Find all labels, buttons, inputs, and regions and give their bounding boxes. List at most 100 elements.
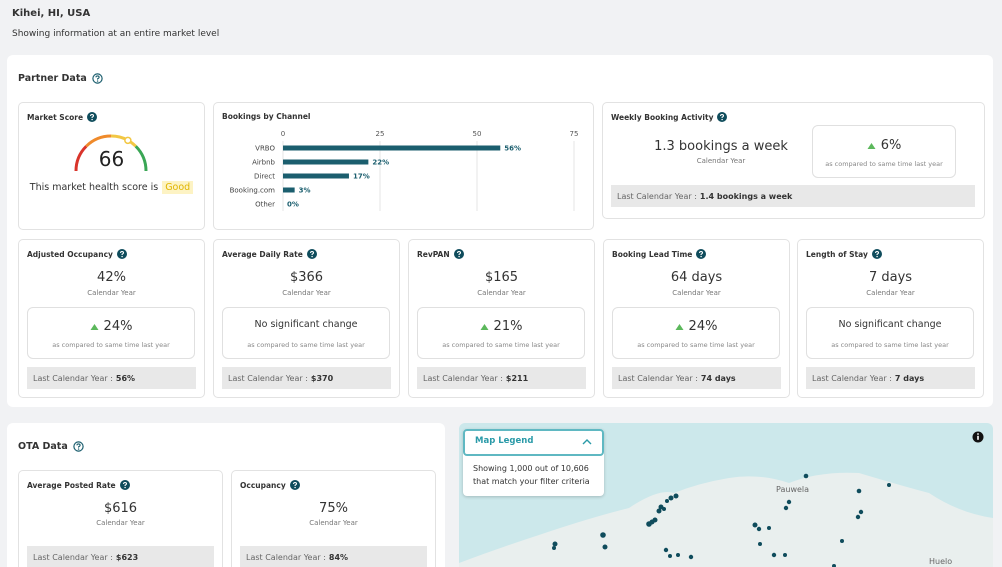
help-icon[interactable] <box>871 249 882 259</box>
change: 21% <box>418 319 584 334</box>
metric-value: $366 <box>289 270 324 285</box>
help-outline <box>92 73 103 84</box>
metric-card: Average Posted Rate $616 Calendar Year Last… <box>18 470 223 567</box>
category-label: Booking.com <box>230 187 276 195</box>
last-value: 56% <box>115 373 136 383</box>
up-arrow <box>90 323 99 330</box>
last-value: 84% <box>328 552 349 562</box>
help-icon[interactable] <box>289 480 300 490</box>
legend-line: Showing 1,000 out of 10,606 <box>473 464 589 473</box>
help-icon[interactable] <box>696 249 707 259</box>
card-title: Weekly Booking Activity <box>611 112 728 122</box>
up-arrow <box>675 323 684 330</box>
last-value: 1.4 bookings a week <box>699 191 793 201</box>
help-icon[interactable] <box>119 480 130 490</box>
category-label: Other <box>255 201 275 209</box>
title-text: Booking Lead Time <box>612 249 693 259</box>
title-text: RevPAN <box>417 249 450 259</box>
gauge-pointer <box>124 136 132 145</box>
gauge <box>74 134 148 172</box>
metric-period: Calendar Year <box>866 289 915 297</box>
title-text: Market Score <box>27 112 84 122</box>
last-label: Last Calendar Year : <box>618 373 698 383</box>
metric-value: 7 days <box>868 270 913 285</box>
metric-period: Calendar Year <box>96 519 145 527</box>
metric-value: 42% <box>97 270 126 285</box>
card-title: Average Daily Rate <box>222 249 317 259</box>
card-title: Adjusted Occupancy <box>27 249 127 259</box>
weekly-period: Calendar Year <box>696 157 746 165</box>
change-box: 6% as compared to same time last year <box>812 125 956 178</box>
metric-card: Length of Stay 7 days Calendar Year No sign… <box>797 239 984 398</box>
card-title: Market Score <box>27 112 98 122</box>
gauge-arc <box>110 134 137 148</box>
value-label: 0% <box>287 201 299 209</box>
title-text: Length of Stay <box>806 249 868 259</box>
change-note: as compared to same time last year <box>442 341 560 349</box>
chevron-up <box>582 439 592 445</box>
score-caption: This market health score is Good <box>19 181 204 194</box>
last-label: Last Calendar Year : <box>617 191 697 201</box>
score: 66 <box>98 147 125 171</box>
bar <box>283 187 295 193</box>
metric-period: Calendar Year <box>87 289 136 297</box>
metric-period: Calendar Year <box>672 289 721 297</box>
help-icon[interactable] <box>717 112 728 122</box>
last-label: Last Calendar Year : <box>246 552 326 562</box>
change-text: No significant change <box>838 319 942 330</box>
metric-value: 64 days <box>670 270 723 285</box>
last-year: Last Calendar Year : $623 <box>27 546 214 567</box>
legend-header[interactable]: Map Legend <box>463 429 604 456</box>
title-text: Weekly Booking Activity <box>611 112 714 122</box>
legend-line: that match your filter criteria <box>473 477 590 486</box>
chart-title: Bookings by Channel <box>222 112 311 121</box>
change-text: 6% <box>880 138 902 153</box>
gauge-arc <box>134 145 148 172</box>
section-title: Partner Data <box>18 73 103 84</box>
section-title: OTA Data <box>18 441 84 452</box>
change-text: 21% <box>493 319 523 334</box>
bar <box>283 145 501 151</box>
help-outline <box>73 441 84 452</box>
gauge-arc <box>85 134 112 148</box>
last-value: $623 <box>115 552 139 562</box>
metric-card: Adjusted Occupancy 42% Calendar Year 24% as … <box>18 239 205 398</box>
title-text: Adjusted Occupancy <box>27 249 113 259</box>
change: No significant change <box>223 319 389 330</box>
last-value: 74 days <box>700 373 736 383</box>
last-label: Last Calendar Year : <box>228 373 308 383</box>
last-year: Last Calendar Year :74 days <box>612 367 781 389</box>
change-text: 24% <box>103 319 133 334</box>
place-label: Huelo <box>929 557 953 566</box>
card-title: Average Posted Rate <box>27 480 130 490</box>
help-icon[interactable] <box>87 112 98 122</box>
x-tick-label: 50 <box>473 130 482 138</box>
change-box: 24% as compared to same time last year <box>612 307 780 359</box>
card-title: RevPAN <box>417 249 464 259</box>
metric-card: Occupancy 75% Calendar Year Last Calendar Y… <box>231 470 436 567</box>
gauge-arc <box>74 145 88 172</box>
metric-value: $616 <box>103 501 138 516</box>
last-value: 7 days <box>894 373 925 383</box>
metric-value: $165 <box>484 270 519 285</box>
bar <box>283 159 369 165</box>
last-year: Last Calendar Year :1.4 bookings a week <box>611 185 975 207</box>
up-arrow <box>867 142 876 149</box>
last-value: $370 <box>310 373 334 383</box>
help-icon[interactable] <box>116 249 127 259</box>
change-note: as compared to same time last year <box>637 341 755 349</box>
title-text: Average Posted Rate <box>27 480 116 490</box>
help-icon[interactable] <box>453 249 464 259</box>
weekly-value: 1.3 bookings a week <box>654 139 788 154</box>
value-label: 22% <box>372 159 389 167</box>
metric-value: 75% <box>319 501 348 516</box>
metric-card: Average Daily Rate $366 Calendar Year No si… <box>213 239 400 398</box>
map[interactable]: Pauwela Huelo Map Legend Showing 1,000 o… <box>459 423 993 567</box>
value-label: 17% <box>353 173 370 181</box>
card-title: Booking Lead Time <box>612 249 707 259</box>
category-label: Direct <box>254 173 275 181</box>
help-icon[interactable] <box>306 249 317 259</box>
change-box: 24% as compared to same time last year <box>27 307 195 359</box>
change-text: 24% <box>688 319 718 334</box>
change: 24% <box>613 319 779 334</box>
